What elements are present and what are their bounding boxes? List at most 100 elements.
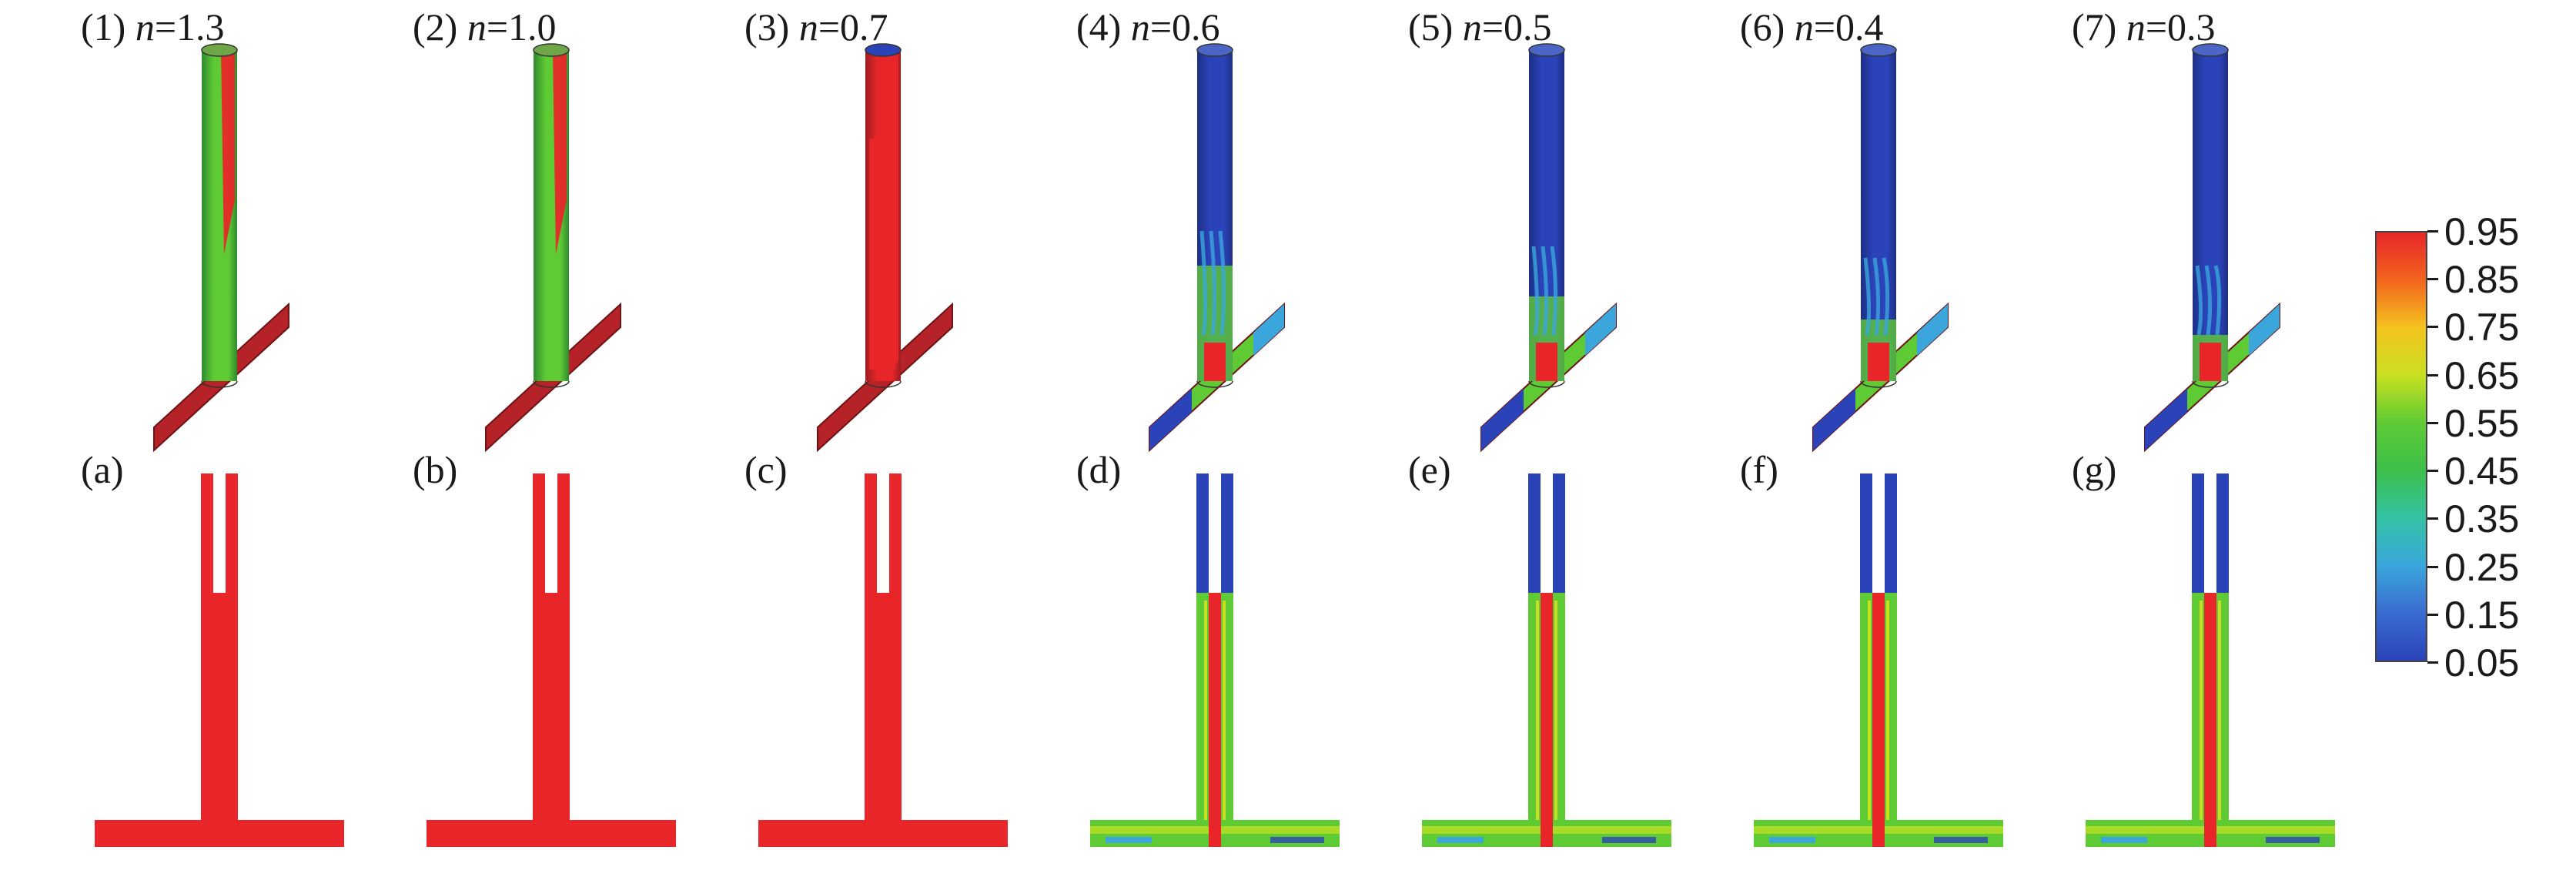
plume-wisp	[1882, 257, 1890, 336]
plate-surface-low	[1481, 389, 1524, 450]
cross-section	[1090, 473, 1340, 847]
n-symbol: n	[798, 5, 818, 49]
plate-surface-low	[2249, 304, 2280, 356]
jet-edge	[1868, 601, 1871, 820]
panel-title: (4) n=0.6	[1076, 8, 1220, 46]
equals-sign: =	[486, 5, 509, 49]
plume-core	[1204, 343, 1226, 381]
panel-letter: (f)	[1740, 448, 1778, 491]
jet-edge	[2200, 601, 2203, 820]
colorbar-tick-label: 0.25	[2444, 545, 2520, 589]
central-jet	[1541, 593, 1553, 847]
3d-view	[485, 43, 621, 453]
panel-title: (7) n=0.3	[2072, 8, 2216, 46]
panel-number: (5)	[1408, 5, 1454, 49]
panel-number: (1)	[81, 5, 126, 49]
cylinder-bottom	[1860, 380, 1897, 388]
nozzle-gap	[1209, 473, 1221, 593]
plume-wisp	[2195, 265, 2203, 336]
colorbar-tick-label: 0.95	[2444, 210, 2520, 253]
colorbar-tick-label: 0.15	[2444, 593, 2520, 637]
cylinder-top	[865, 43, 902, 57]
n-value: 1.0	[508, 5, 557, 49]
n-value: 0.3	[2167, 5, 2216, 49]
panel-number: (2)	[413, 5, 458, 49]
n-symbol: n	[135, 5, 155, 49]
jet-edge	[1554, 601, 1557, 820]
equals-sign: =	[154, 5, 177, 49]
3d-view	[1480, 43, 1617, 453]
panel-letter: (g)	[2072, 448, 2117, 491]
cylinder-bottom	[201, 380, 238, 388]
nozzle-gap	[1872, 473, 1885, 593]
channel-band	[1769, 837, 1815, 843]
cylinder-bottom	[533, 380, 570, 388]
colorbar-tick-mark	[2427, 278, 2438, 281]
central-jet	[2204, 593, 2216, 847]
channel-band	[1270, 837, 1324, 843]
3d-view	[1149, 43, 1285, 453]
n-symbol: n	[2126, 5, 2146, 49]
equals-sign: =	[1813, 5, 1836, 49]
cross-section	[95, 473, 344, 847]
colorbar-tick-label: 0.65	[2444, 353, 2520, 397]
3d-view	[153, 43, 289, 453]
cylinder-bottom	[2192, 380, 2229, 388]
3d-view	[2144, 43, 2280, 453]
colorbar-tick-mark	[2427, 517, 2438, 520]
jet-edge	[1204, 601, 1207, 820]
equals-sign: =	[1481, 5, 1504, 49]
panel-title: (2) n=1.0	[413, 8, 557, 46]
3d-view	[1812, 43, 1949, 453]
channel-band	[1437, 837, 1484, 843]
plume-core	[1868, 343, 1889, 381]
colorbar-tick-mark	[2427, 373, 2438, 376]
nozzle-gap	[545, 473, 557, 593]
colorbar-tick-label: 0.05	[2444, 641, 2520, 684]
plate-surface-low	[2145, 389, 2187, 450]
colorbar-tick-mark	[2427, 326, 2438, 329]
jet-edge	[1223, 601, 1226, 820]
colorbar-tick-mark	[2427, 661, 2438, 664]
jet-edge	[1536, 601, 1539, 820]
n-value: 1.3	[176, 5, 225, 49]
cross-section	[2086, 473, 2335, 847]
plume-wisp	[1550, 246, 1558, 336]
central-jet	[1209, 593, 1221, 847]
colorbar-tick-label: 0.35	[2444, 497, 2520, 541]
horizontal-channel	[95, 820, 344, 847]
plate-surface-low	[1253, 304, 1284, 356]
horizontal-channel	[758, 820, 1008, 847]
n-value: 0.5	[1504, 5, 1552, 49]
cross-section	[1422, 473, 1671, 847]
panel-letter: (c)	[744, 448, 788, 491]
jet-edge	[1886, 601, 1889, 820]
nozzle-gap	[1541, 473, 1553, 593]
colorbar-tick-label: 0.75	[2444, 306, 2520, 350]
panel-title: (3) n=0.7	[744, 8, 888, 46]
equals-sign: =	[818, 5, 841, 49]
n-value: 0.6	[1172, 5, 1220, 49]
plume-wisp	[1199, 230, 1208, 336]
plume-wisp	[1218, 230, 1226, 336]
panel-letter: (a)	[81, 448, 124, 491]
plume-core	[2200, 343, 2221, 381]
jet-edge	[2218, 601, 2221, 820]
cylinder-top	[1196, 43, 1233, 57]
cross-section	[1754, 473, 2003, 847]
cross-section	[427, 473, 676, 847]
plume-wisp	[1531, 246, 1540, 336]
colorbar-tick-mark	[2427, 613, 2438, 616]
panel-letter: (b)	[413, 448, 458, 491]
colorbar-tick-mark	[2427, 565, 2438, 568]
plume-wisp	[2204, 265, 2213, 336]
plume-wisp	[1863, 257, 1872, 336]
panel-letter: (e)	[1408, 448, 1451, 491]
cylinder-top	[201, 43, 238, 57]
plume-core	[1536, 343, 1557, 381]
n-value: 0.4	[1835, 5, 1884, 49]
channel-band	[1602, 837, 1656, 843]
n-symbol: n	[1130, 5, 1150, 49]
channel-band	[2101, 837, 2147, 843]
